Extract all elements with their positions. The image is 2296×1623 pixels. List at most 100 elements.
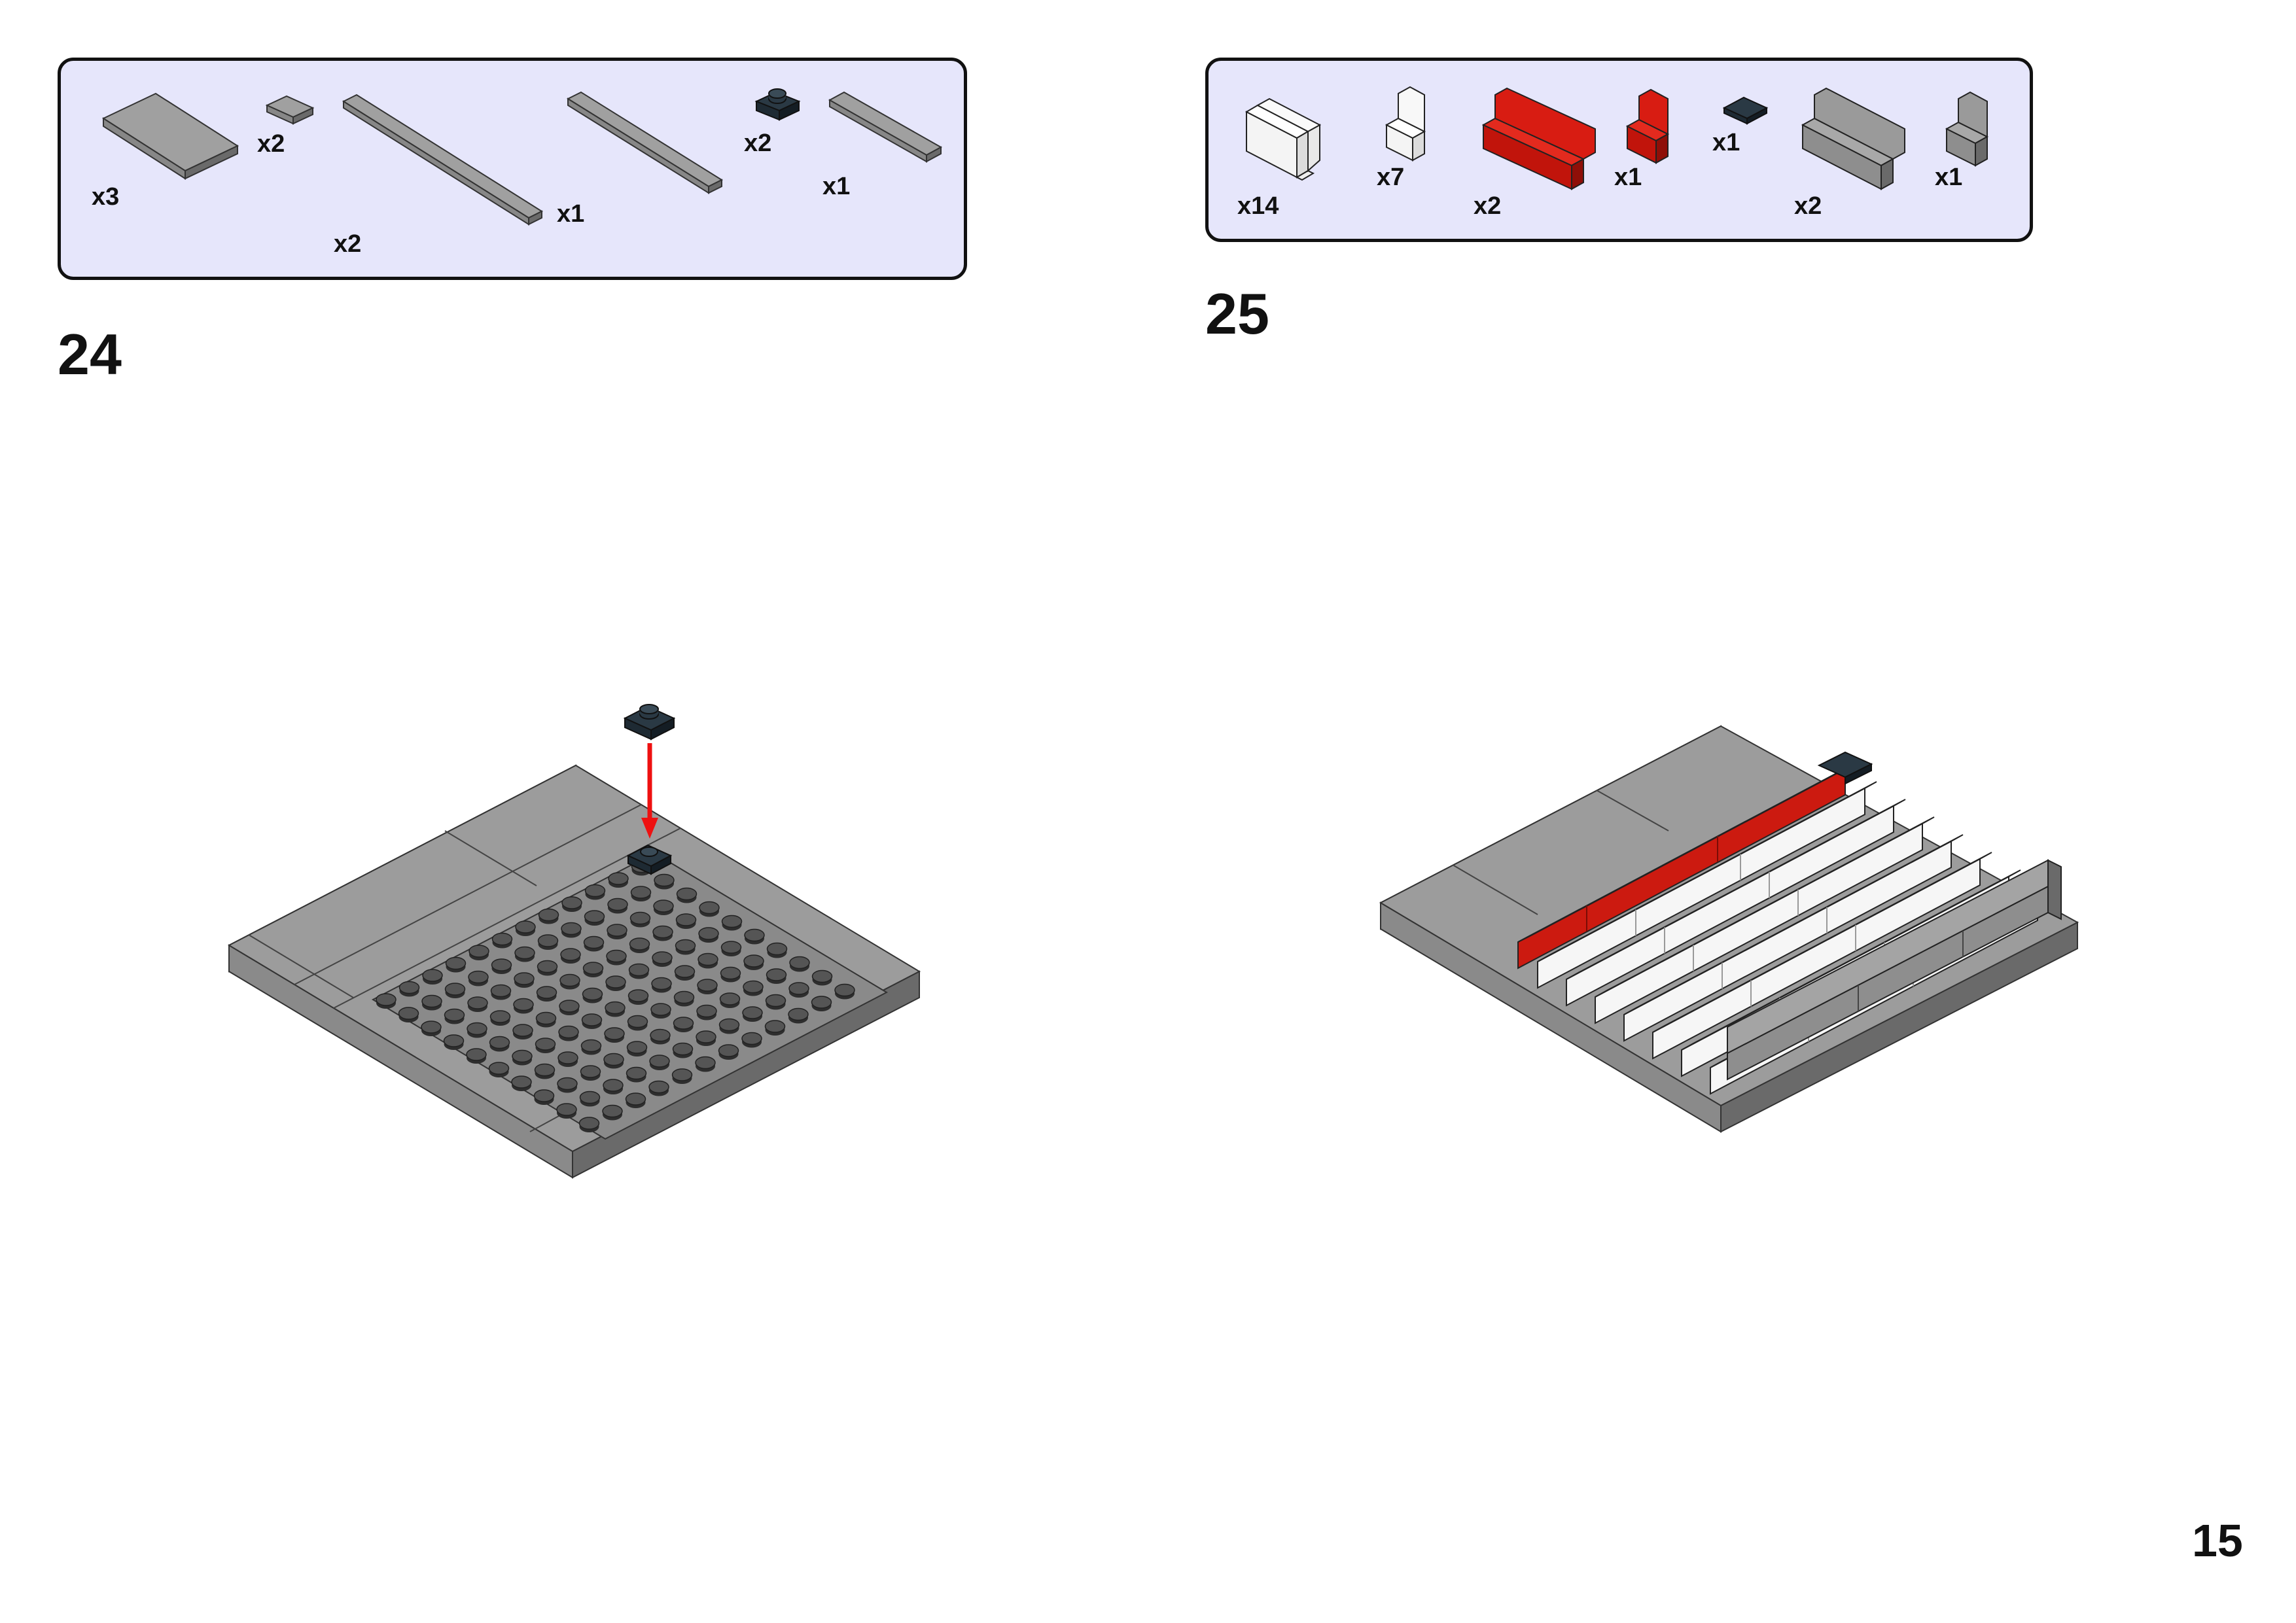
stud [489,1036,510,1052]
stud [561,922,582,938]
red-bracket-short-icon [1625,88,1670,164]
stud [584,884,606,900]
stud [444,983,466,998]
stud [584,910,605,926]
dark-blue-plate-1x1-icon [754,88,801,121]
stud [422,969,443,985]
stud [699,901,720,917]
stud [514,946,535,962]
grey-bracket-short-icon [1945,91,1989,167]
stud [535,1011,557,1028]
stud [719,992,741,1008]
stud [467,1022,487,1038]
stud [652,951,673,967]
part-qty: x1 [1935,164,1963,191]
stud [629,937,650,953]
placement-arrow-icon [641,743,658,839]
grey-bracket-long-icon [1801,87,1905,190]
stud [515,920,536,936]
stud [652,925,673,941]
stud [537,934,559,950]
stud [604,1027,625,1043]
part-qty: x14 [1237,192,1279,220]
stud [765,994,786,1010]
stud [607,898,628,914]
stud [721,915,743,931]
stud [467,996,488,1012]
red-bracket-long-icon [1481,87,1596,190]
stud [653,899,674,915]
stud [603,1079,624,1094]
stud [445,956,467,973]
stud [744,928,765,945]
part-qty: x1 [1614,164,1642,191]
white-bracket-short-icon [1385,86,1426,162]
stud [811,969,833,986]
stud [650,1003,671,1019]
stud [718,1018,740,1034]
stud [648,1080,669,1096]
stud [511,1075,532,1091]
stud [603,1053,624,1069]
stud [788,982,809,998]
stud [654,873,675,890]
stud [696,1004,717,1021]
stud [560,948,581,964]
stud [626,1066,647,1083]
part-qty: x2 [744,130,772,157]
stud [579,1091,601,1107]
stud [671,1068,693,1084]
stud [720,966,741,983]
stud [673,990,695,1007]
stud [697,979,718,994]
stud [468,970,489,986]
stud [398,981,420,997]
stud [627,1015,648,1031]
white-bracket-row-item [1652,852,1992,1060]
dark-blue-tile-1x1-icon [1722,96,1769,125]
page-number: 15 [2192,1515,2243,1566]
stud [538,908,559,924]
step-24-parts-box: x3 x2 x2 x1 x2 x1 [58,58,967,280]
stud [559,1000,580,1015]
stud [581,1013,603,1029]
stud [512,1024,533,1039]
stud [673,1017,694,1032]
dark-blue-tile-placed [1817,751,1873,785]
white-bracket-row-item [1566,799,1906,1007]
grey-tile-1x8-icon [342,94,544,226]
stud [556,1103,577,1119]
stud [607,924,627,939]
stud [811,996,832,1011]
part-qty: x3 [92,183,120,211]
stud [698,952,718,969]
step-number: 24 [58,322,122,387]
stud [718,1044,739,1060]
step-number: 25 [1205,281,1269,346]
grey-bracket-row [1727,859,2062,1081]
stud [583,935,605,952]
stud [628,963,650,979]
stud [421,1021,442,1036]
stud [834,983,855,1000]
stud [675,939,696,955]
stud [491,932,513,949]
stud [720,941,742,956]
part-qty: x2 [1794,192,1822,220]
grey-tile-1x1-icon [265,95,315,125]
stud [537,960,558,976]
stud [557,1051,578,1067]
stud [559,973,580,990]
stud [533,1089,555,1105]
dark-blue-plate-placed [626,844,673,875]
stud [766,942,788,958]
stud [649,1055,670,1070]
stud [376,993,397,1009]
stud [674,965,696,981]
part-qty: x1 [1712,129,1740,156]
step-25-model-illustration [1379,725,2079,1133]
part-qty: x2 [334,230,362,258]
stud [764,1020,786,1036]
stud [513,998,534,1014]
stud [743,954,764,970]
